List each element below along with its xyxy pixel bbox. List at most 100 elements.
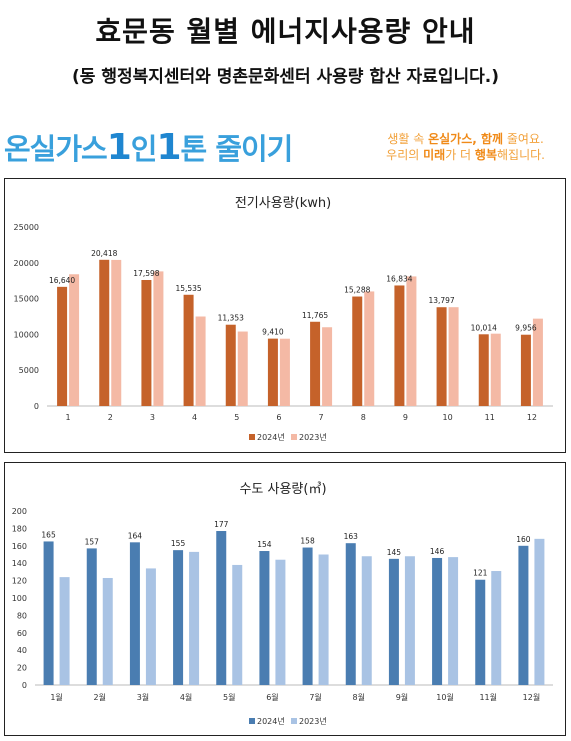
water-legend-label: 2024년 xyxy=(257,716,285,726)
electricity-bar-current xyxy=(436,307,447,406)
electricity-bar-current xyxy=(141,279,152,406)
electricity-y-tick-label: 15000 xyxy=(14,295,39,304)
electricity-bar-current xyxy=(520,334,531,406)
water-legend-label: 2023년 xyxy=(299,716,327,726)
electricity-legend-swatch xyxy=(249,434,255,440)
tagline-line-1: 생활 속 온실가스, 함께 줄여요. xyxy=(386,131,545,147)
electricity-data-label: 10,014 xyxy=(471,323,497,332)
water-x-tick-label: 1월 xyxy=(50,692,62,702)
water-chart: 수도 사용량(㎥) 0 20 40 60 80 100 120 140 160 180 200 165 1… xyxy=(12,482,553,726)
water-y-tick-label: 160 xyxy=(12,542,27,551)
water-chart-panel: 수도 사용량(㎥) 0 20 40 60 80 100 120 140 160 180 200 165 1… xyxy=(4,462,566,736)
electricity-x-tick-label: 3 xyxy=(150,413,155,422)
electricity-chart: 전기사용량(kwh) 0 5000 10000 15000 20000 25000 16,64… xyxy=(14,196,553,442)
electricity-bar-current xyxy=(394,285,405,406)
water-y-tick-label: 100 xyxy=(12,594,27,603)
water-bar-current xyxy=(216,531,227,685)
water-x-tick-label: 12월 xyxy=(523,692,541,702)
water-x-tick-label: 3월 xyxy=(137,692,149,702)
electricity-bar-current xyxy=(310,321,321,406)
water-bar-current xyxy=(86,548,97,685)
water-chart-title: 수도 사용량(㎥) xyxy=(239,482,326,497)
tagline-text: 가 더 xyxy=(445,148,475,162)
water-bar-current xyxy=(475,579,486,685)
electricity-y-tick-label: 5000 xyxy=(19,366,39,375)
tagline-text: 우리의 xyxy=(386,148,424,162)
electricity-data-label: 15,535 xyxy=(175,284,201,293)
water-data-label: 121 xyxy=(473,569,488,578)
slogan-number-2: 1 xyxy=(156,127,181,168)
electricity-bar-previous xyxy=(406,276,417,406)
water-legend-swatch xyxy=(249,718,255,724)
electricity-bar-previous xyxy=(237,331,248,406)
water-data-label: 158 xyxy=(300,537,315,546)
electricity-x-tick-label: 9 xyxy=(403,413,408,422)
tagline-text: 생활 속 xyxy=(387,132,429,146)
slogan-part-1: 온실가스 xyxy=(4,132,108,166)
electricity-data-label: 9,410 xyxy=(262,328,284,337)
slogan-part-2: 인 xyxy=(130,132,158,166)
tagline-emphasis: 미래 xyxy=(423,148,446,162)
water-bar-previous xyxy=(448,557,459,685)
water-bar-previous xyxy=(102,577,113,685)
electricity-chart-title: 전기사용량(kwh) xyxy=(235,196,331,211)
water-x-tick-label: 6월 xyxy=(266,692,278,702)
tagline-text: 해집니다. xyxy=(497,148,545,162)
tagline-line-2: 우리의 미래가 더 행복해집니다. xyxy=(386,147,545,163)
tagline-text: 줄여요. xyxy=(503,132,544,146)
water-x-tick-label: 9월 xyxy=(396,692,408,702)
electricity-legend-label: 2024년 xyxy=(257,432,285,442)
electricity-y-tick-label: 10000 xyxy=(14,330,39,339)
water-data-label: 145 xyxy=(387,548,402,557)
water-x-tick-label: 4월 xyxy=(180,692,192,702)
water-y-tick-label: 60 xyxy=(17,629,27,638)
water-bar-previous xyxy=(318,554,329,685)
electricity-bar-previous xyxy=(448,307,459,406)
water-bar-previous xyxy=(275,559,286,685)
electricity-x-tick-label: 11 xyxy=(485,413,495,422)
water-bar-previous xyxy=(189,551,200,685)
electricity-data-label: 11,765 xyxy=(302,311,328,320)
water-bar-current xyxy=(518,545,529,685)
electricity-x-tick-label: 5 xyxy=(234,413,239,422)
page-title: 효문동 월별 에너지사용량 안내 xyxy=(95,15,476,48)
water-x-tick-label: 8월 xyxy=(353,692,365,702)
electricity-bar-current xyxy=(99,259,110,406)
electricity-y-tick-label: 0 xyxy=(34,402,39,411)
water-y-tick-label: 200 xyxy=(12,507,27,516)
water-x-tick-label: 11월 xyxy=(479,692,497,702)
water-data-label: 165 xyxy=(41,530,56,539)
electricity-bar-previous xyxy=(532,318,543,406)
electricity-legend-swatch xyxy=(291,434,297,440)
electricity-x-tick-label: 7 xyxy=(319,413,324,422)
tagline-emphasis: 온실가스, 함께 xyxy=(428,132,504,146)
water-data-label: 154 xyxy=(257,540,272,549)
water-bar-current xyxy=(129,542,140,685)
page-subtitle: (동 행정복지센터와 명촌문화센터 사용량 합산 자료입니다.) xyxy=(72,67,499,87)
electricity-bar-current xyxy=(225,324,236,406)
water-bar-current xyxy=(259,551,270,685)
electricity-x-tick-label: 10 xyxy=(442,413,452,422)
water-x-tick-label: 5월 xyxy=(223,692,235,702)
electricity-bar-current xyxy=(267,338,278,406)
electricity-bar-previous xyxy=(111,259,122,406)
electricity-bar-current xyxy=(183,294,194,406)
water-x-tick-label: 10월 xyxy=(436,692,454,702)
electricity-bar-previous xyxy=(69,274,80,406)
electricity-bar-previous xyxy=(322,327,333,406)
electricity-data-label: 11,353 xyxy=(218,314,244,323)
electricity-chart-panel: 전기사용량(kwh) 0 5000 10000 15000 20000 25000 16,64… xyxy=(4,178,566,453)
water-bar-previous xyxy=(491,571,502,685)
electricity-data-label: 16,834 xyxy=(386,274,412,283)
water-y-tick-label: 80 xyxy=(17,611,27,620)
water-data-label: 157 xyxy=(85,537,100,546)
water-bar-current xyxy=(345,543,356,685)
electricity-bar-previous xyxy=(153,271,164,406)
electricity-data-label: 16,640 xyxy=(49,276,75,285)
campaign-slogan-logo: 온실가스1인1톤 줄이기 xyxy=(4,126,293,168)
electricity-data-label: 17,598 xyxy=(133,269,159,278)
electricity-data-label: 9,956 xyxy=(515,324,537,333)
electricity-y-tick-label: 25000 xyxy=(14,223,39,232)
water-bar-previous xyxy=(404,556,415,685)
electricity-legend-label: 2023년 xyxy=(299,432,327,442)
